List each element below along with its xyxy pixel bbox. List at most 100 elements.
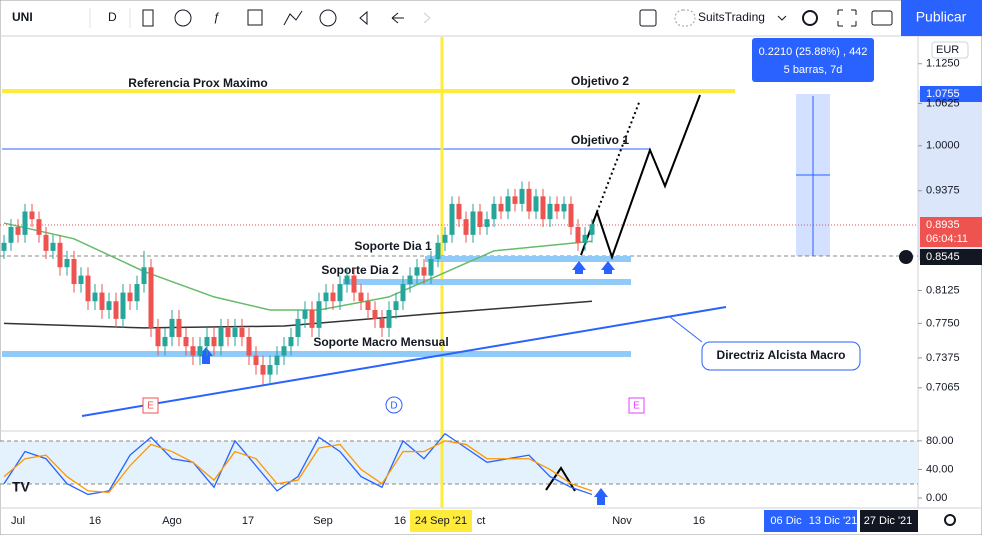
- account-name[interactable]: SuitsTrading: [698, 10, 765, 24]
- candle-body: [204, 336, 210, 347]
- candle-body: [232, 327, 238, 337]
- candle-body: [50, 242, 56, 251]
- candle-body: [120, 292, 126, 319]
- candle-body: [127, 292, 133, 302]
- badge-cursor-text: 0.8545: [926, 251, 960, 263]
- measure-label: [752, 38, 874, 82]
- x-tick-label: Ago: [162, 515, 182, 527]
- candle-body: [442, 234, 448, 243]
- time-badge: [805, 510, 857, 532]
- compare-icon[interactable]: [283, 10, 303, 26]
- candle-icon[interactable]: [142, 9, 154, 27]
- candle-body: [36, 219, 42, 235]
- stoch-line: [3, 440, 593, 493]
- candle-body: [358, 292, 364, 302]
- y-tick-label: 1.0625: [926, 97, 960, 109]
- publish-label[interactable]: Publicar: [916, 9, 967, 25]
- trendline[interactable]: [81, 306, 727, 417]
- replay-icon[interactable]: [359, 10, 368, 26]
- support-2[interactable]: [343, 279, 631, 285]
- label-sd1: Soporte Dia 1: [354, 239, 432, 253]
- layout-icon[interactable]: [639, 9, 657, 27]
- candle-body: [106, 301, 112, 311]
- candle-body: [512, 196, 518, 204]
- callout[interactable]: [701, 341, 861, 371]
- candle-body: [505, 196, 511, 212]
- interval[interactable]: D: [108, 10, 117, 24]
- fx-icon[interactable]: ƒ: [213, 10, 220, 24]
- y-tick-label: 0.7065: [926, 382, 960, 394]
- candle-body: [99, 292, 105, 311]
- settings-icon[interactable]: [802, 10, 818, 26]
- candle-body: [239, 327, 245, 337]
- candle-body: [141, 267, 147, 285]
- candle-body: [414, 267, 420, 276]
- candle-body: [351, 275, 357, 293]
- publish-button[interactable]: [901, 0, 982, 36]
- alert-icon[interactable]: [319, 9, 337, 27]
- support-1[interactable]: [425, 256, 631, 262]
- event[interactable]: E: [147, 401, 154, 412]
- candle-body: [134, 284, 140, 302]
- event-badge[interactable]: [628, 397, 645, 414]
- event-badge[interactable]: [385, 396, 403, 414]
- candle-body: [498, 203, 504, 212]
- event[interactable]: E: [633, 401, 640, 412]
- x-tick-label: Nov: [612, 515, 632, 527]
- candle-body: [43, 234, 49, 251]
- candle-body: [344, 275, 350, 285]
- event-badge[interactable]: [142, 397, 159, 414]
- badge-cursor: [920, 249, 982, 265]
- candle-body: [211, 336, 217, 347]
- y-tick-label: 80.00: [926, 435, 954, 447]
- undo-icon[interactable]: [391, 12, 404, 24]
- x-tick-label: Jul: [11, 515, 25, 527]
- logo: TV: [12, 479, 31, 495]
- camera-icon[interactable]: [871, 10, 893, 26]
- event[interactable]: D: [390, 401, 397, 412]
- currency[interactable]: EUR: [936, 44, 959, 56]
- candle-body: [484, 219, 490, 227]
- candle-body: [267, 365, 273, 375]
- x-tick-label: ct: [477, 515, 486, 527]
- arrow-up: [199, 347, 213, 364]
- candle-body: [1, 242, 7, 251]
- moving-average: [3, 300, 593, 329]
- symbol[interactable]: UNI: [12, 10, 33, 24]
- candle-body: [155, 327, 161, 347]
- y-tick-label: 0.8125: [926, 284, 960, 296]
- x-tick-label: 17: [242, 515, 254, 527]
- y-tick-label: 0.00: [926, 492, 947, 504]
- indicator-add-icon[interactable]: [174, 9, 192, 27]
- x-tick-label: 16: [693, 515, 705, 527]
- x-tick-label: 16: [394, 515, 406, 527]
- x-tick-label: 06 Dic: [770, 515, 802, 527]
- candle-body: [316, 301, 322, 328]
- candle-body: [491, 203, 497, 220]
- candle-body: [274, 355, 280, 366]
- dropdown-icon[interactable]: [777, 15, 787, 21]
- callout-text: Directriz Alcista Macro: [717, 348, 846, 362]
- y-tick-label: 40.00: [926, 463, 954, 475]
- candle-body: [29, 211, 35, 220]
- bars-icon[interactable]: [247, 9, 263, 26]
- candle-body: [323, 292, 329, 302]
- plus-button[interactable]: [899, 250, 913, 264]
- candle-body: [372, 310, 378, 319]
- projection[interactable]: [580, 94, 701, 261]
- fullscreen-icon[interactable]: [837, 9, 857, 27]
- time-axis: Jul 16 Ago 17 Sep 16 24 Sep '21 ct Nov 16 06 Dic 13…: [11, 510, 918, 532]
- candle-body: [295, 318, 301, 337]
- candle-body: [456, 203, 462, 220]
- candle-body: [8, 226, 14, 243]
- support-macro[interactable]: [2, 351, 631, 357]
- currency-button[interactable]: [931, 41, 969, 59]
- candle-body: [253, 355, 259, 366]
- x-tick-label: Sep: [313, 515, 333, 527]
- settings-icon[interactable]: [944, 514, 956, 526]
- candle-body: [393, 301, 399, 311]
- redo-icon[interactable]: [423, 12, 431, 24]
- y-tick-label: 0.7375: [926, 352, 960, 364]
- y-tick-label: 1.0000: [926, 140, 960, 152]
- candle-body: [386, 310, 392, 328]
